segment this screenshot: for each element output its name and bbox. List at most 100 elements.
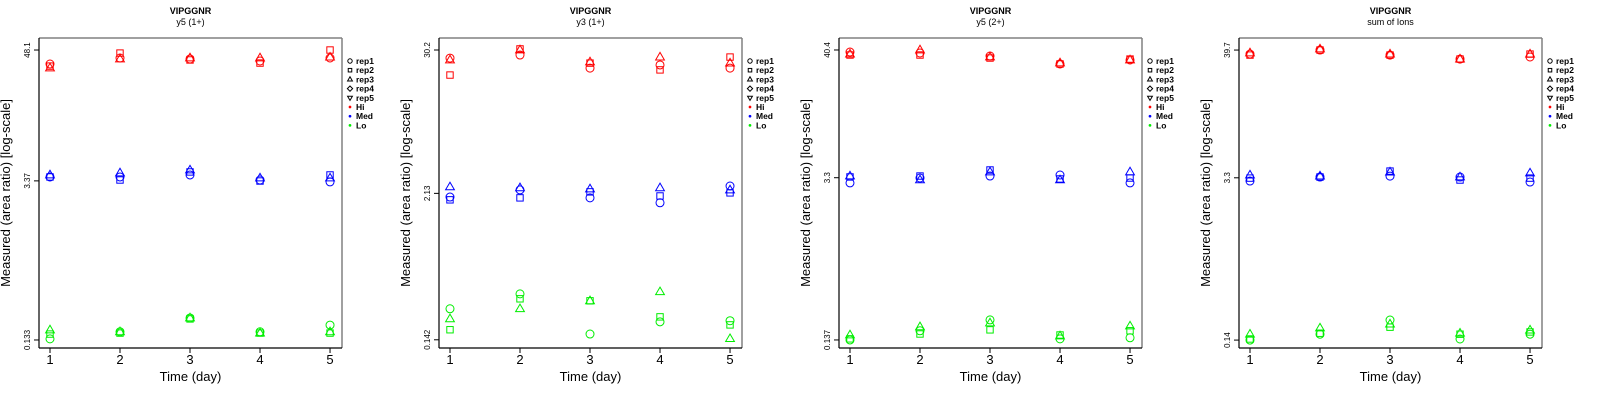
data-point-med-rep2 [916,172,924,180]
x-tick-label: 4 [1456,352,1463,367]
legend-label: rep4 [1156,84,1174,94]
data-point-hi-rep3 [1314,43,1326,53]
data-point-hi-rep3 [1124,54,1136,64]
data-point-med-rep3 [1524,167,1536,177]
data-point-hi-rep3 [1524,48,1536,58]
data-point-med-rep3 [1244,169,1256,179]
data-point-lo-rep3 [654,286,666,296]
y-tick-label: 40.4 [823,42,832,58]
legend-label: Hi [356,102,365,112]
y-tick-label: 48.1 [23,42,32,58]
data-point-lo-rep3 [44,324,56,334]
legend-label: rep4 [356,84,374,94]
data-point-hi-rep1 [445,53,455,63]
data-point-hi-rep3 [654,51,666,61]
data-point-med-rep2 [186,168,194,176]
data-point-hi-rep1 [325,53,335,63]
data-point-hi-rep2 [726,53,734,61]
data-point-hi-rep3 [114,53,126,63]
legend-label: Hi [1156,102,1165,112]
data-point-hi-rep2 [186,56,194,64]
dot-icon [748,114,752,118]
data-point-med-rep3 [914,174,926,184]
data-point-med-rep3 [844,170,856,180]
data-point-med-rep1 [1525,177,1535,187]
data-point-lo-rep1 [1125,333,1135,343]
x-tick-label: 2 [1316,352,1323,367]
legend-label: rep3 [1156,74,1174,84]
y-axis-label: Measured (area ratio) [log-scale] [798,99,813,287]
data-point-hi-rep2 [656,66,664,74]
square-icon [747,67,753,73]
data-point-lo-rep3 [184,312,196,322]
data-point-lo-rep3 [1244,328,1256,338]
data-point-hi-rep1 [1385,50,1395,60]
diamond-icon [1546,85,1554,92]
data-point-med-rep1 [985,171,995,181]
x-axis-label: Time (day) [1360,369,1422,384]
data-point-lo-rep3 [1454,327,1466,337]
x-tick-label: 5 [1526,352,1533,367]
data-point-lo-rep3 [254,327,266,337]
dot-icon [1548,124,1552,127]
x-tick-label: 4 [1056,352,1063,367]
data-point-med-rep3 [444,181,456,191]
data-point-med-rep2 [116,176,124,184]
legend-label: Lo [756,120,766,130]
x-tick-label: 3 [186,352,193,367]
data-point-lo-rep1 [655,317,665,327]
y-axis-label: Measured (area ratio) [log-scale] [398,99,413,287]
data-point-med-rep2 [516,194,524,202]
x-tick-label: 3 [586,352,593,367]
legend-label: rep4 [1556,84,1574,94]
data-point-lo-rep2 [986,326,994,334]
y-tick-label: 30.2 [423,42,432,58]
y-tick-label: 3.37 [23,173,32,189]
x-axis-label: Time (day) [960,369,1022,384]
dot-icon [348,124,352,127]
legend-label: rep1 [756,56,774,66]
diamond-icon [346,85,354,92]
data-point-hi-rep3 [1454,53,1466,63]
data-point-lo-rep3 [114,326,126,336]
data-point-med-rep1 [115,172,125,182]
x-tick-label: 2 [516,352,523,367]
triangle-up-icon [1146,75,1154,82]
data-point-lo-rep1 [325,320,335,330]
data-point-hi-rep3 [254,52,266,62]
data-point-med-rep3 [1054,174,1066,184]
data-point-lo-rep3 [1524,324,1536,334]
data-point-med-rep2 [326,171,334,179]
data-point-med-rep1 [445,192,455,202]
legend-label: rep3 [1556,74,1574,84]
data-point-lo-rep2 [656,313,664,321]
data-point-med-rep2 [656,192,664,200]
data-point-med-rep3 [1314,170,1326,180]
dot-icon [1148,105,1152,109]
y-axis-label: Measured (area ratio) [log-scale] [1198,99,1213,287]
data-point-med-rep1 [585,193,595,203]
data-point-lo-rep2 [1126,327,1134,335]
data-point-med-rep3 [654,182,666,192]
data-point-hi-rep3 [584,56,596,66]
data-point-lo-rep1 [915,326,925,336]
data-point-lo-rep1 [1525,329,1535,339]
y-tick-label: 3.3 [823,172,832,184]
data-point-hi-rep3 [844,48,856,58]
x-tick-label: 1 [846,352,853,367]
triangle-down-icon [746,95,754,102]
data-point-lo-rep1 [1455,334,1465,344]
data-point-hi-rep3 [44,62,56,72]
legend-label: Lo [1156,120,1166,130]
legend-label: rep1 [1156,56,1174,66]
x-tick-label: 4 [256,352,263,367]
data-point-med-rep1 [1315,172,1325,182]
data-point-hi-rep1 [45,59,55,69]
data-point-lo-rep2 [516,295,524,303]
x-tick-label: 3 [1386,352,1393,367]
